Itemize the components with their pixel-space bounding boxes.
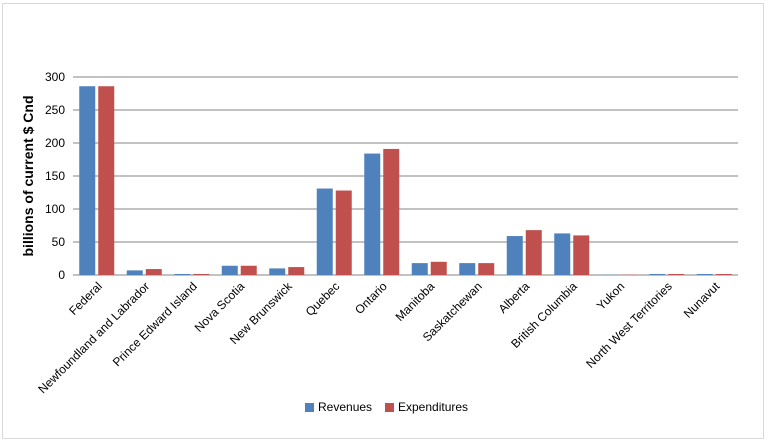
bar-expenditures bbox=[525, 230, 542, 275]
bar-revenues bbox=[411, 263, 428, 275]
bar-revenues bbox=[79, 86, 96, 276]
bar-expenditures bbox=[573, 235, 590, 275]
bar-revenues bbox=[696, 274, 713, 275]
chart-area bbox=[2, 3, 764, 439]
bar-revenues bbox=[506, 236, 523, 275]
bar-expenditures bbox=[240, 265, 257, 275]
bar-revenues bbox=[174, 274, 191, 275]
bar-revenues bbox=[269, 268, 286, 275]
bar-expenditures bbox=[478, 263, 495, 275]
legend-swatch-revenues bbox=[305, 403, 314, 412]
bar-expenditures bbox=[383, 148, 400, 275]
bar-expenditures bbox=[288, 267, 305, 275]
legend-label-revenues: Revenues bbox=[318, 400, 372, 414]
bar-revenues bbox=[126, 270, 143, 275]
bar-expenditures bbox=[98, 86, 115, 276]
y-tick-label: 250 bbox=[45, 103, 65, 117]
bar-revenues bbox=[221, 265, 238, 275]
bar-revenues bbox=[554, 233, 571, 275]
y-tick-label: 0 bbox=[58, 268, 65, 282]
x-category-label: Yukon bbox=[594, 279, 627, 312]
y-tick-label: 50 bbox=[52, 235, 66, 249]
bar-expenditures bbox=[668, 274, 685, 275]
bar-expenditures bbox=[715, 274, 732, 275]
bar-revenues bbox=[364, 153, 381, 275]
x-category-label: Manitoba bbox=[393, 279, 438, 324]
y-tick-label: 100 bbox=[45, 202, 65, 216]
bar-revenues bbox=[459, 263, 476, 275]
y-tick-label: 300 bbox=[45, 70, 65, 84]
bar-expenditures bbox=[335, 190, 352, 275]
y-tick-label: 200 bbox=[45, 136, 65, 150]
bar-expenditures bbox=[430, 261, 447, 275]
legend-swatch-expenditures bbox=[385, 403, 394, 412]
x-category-label: Federal bbox=[66, 279, 105, 318]
legend-label-expenditures: Expenditures bbox=[398, 400, 468, 414]
x-category-label: North West Territories bbox=[583, 279, 675, 371]
bar-revenues bbox=[649, 274, 666, 275]
y-axis-label: billions of current $ Cnd bbox=[20, 95, 36, 256]
bar-expenditures bbox=[145, 269, 162, 275]
bar-revenues bbox=[316, 188, 333, 275]
x-category-label: Prince Edward Island bbox=[110, 279, 200, 369]
bar-expenditures bbox=[193, 274, 210, 275]
x-category-label: Ontario bbox=[352, 279, 390, 317]
x-category-label: Quebec bbox=[303, 279, 343, 319]
y-tick-label: 150 bbox=[45, 169, 65, 183]
x-category-label: Nunavut bbox=[681, 279, 723, 321]
x-category-label: Alberta bbox=[496, 279, 533, 316]
